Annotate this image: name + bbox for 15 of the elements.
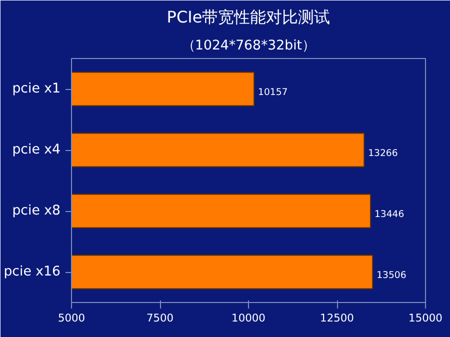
y-tick-label: pcie x16	[4, 264, 61, 280]
data-label: 13506	[376, 270, 406, 281]
x-tick-label: 7500	[146, 312, 174, 324]
data-label: 13446	[374, 209, 404, 220]
x-tick-label: 15000	[408, 312, 443, 324]
chart-title: PCIe带宽性能对比测试	[166, 8, 330, 26]
chart-subtitle: （1024*768*32bit）	[182, 38, 316, 54]
y-tick-label: pcie x4	[12, 142, 60, 158]
data-label: 10157	[258, 87, 288, 98]
x-tick-label: 10000	[232, 312, 266, 324]
y-tick-label: pcie x8	[12, 204, 60, 218]
data-label: 13266	[368, 148, 398, 159]
x-tick-label: 5000	[58, 312, 86, 324]
y-tick-label: pcie x1	[12, 82, 60, 96]
x-tick-label: 12500	[320, 312, 354, 324]
